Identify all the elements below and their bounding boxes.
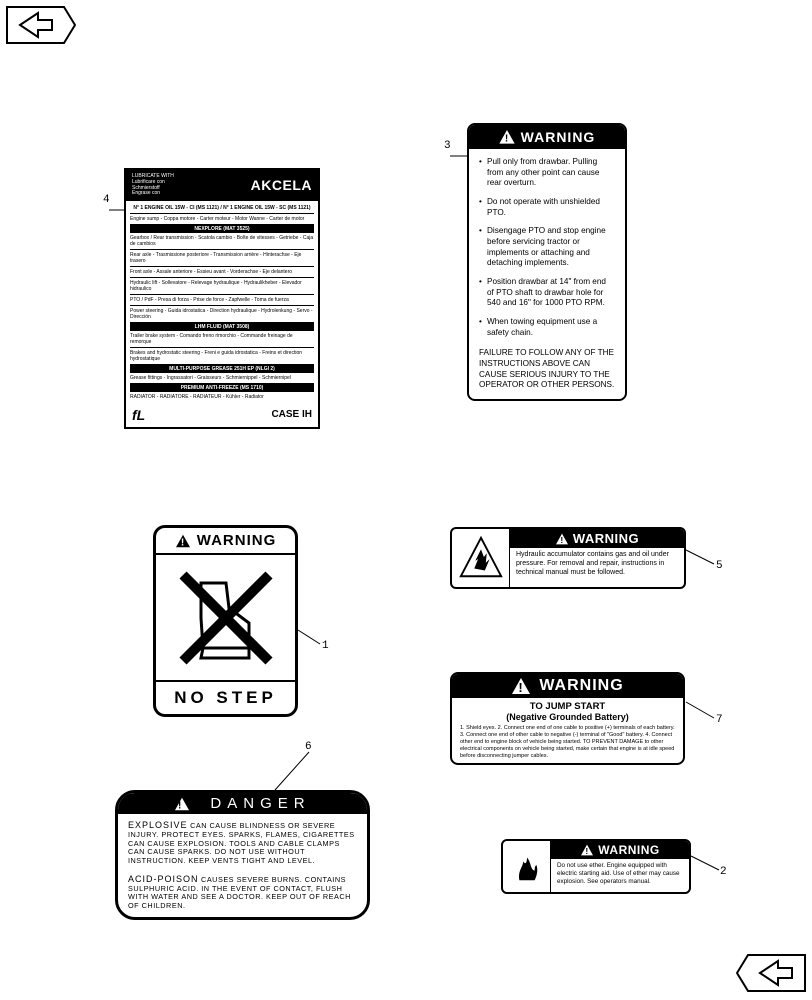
akcela-row: PTO / PdF - Presa di forza - Prise de fo…: [130, 295, 314, 306]
warning-drawbar-decal: ! WARNING Pull only from drawbar. Pullin…: [467, 123, 627, 401]
warning-jump-body: 1. Shield eyes. 2. Connect one end of on…: [452, 724, 683, 763]
akcela-sub-row: Engine sump - Coppa motore - Carter mote…: [130, 214, 314, 225]
callout-5: 5: [716, 560, 723, 572]
corner-tab-bottom-right: [736, 954, 806, 992]
akcela-row: Gearbox / Rear transmission - Scatola ca…: [130, 233, 314, 250]
akcela-logo-left: fL: [132, 407, 145, 424]
warning-ether-header-text: WARNING: [598, 843, 660, 857]
no-step-footer: NO STEP: [156, 680, 295, 714]
warning-drawbar-bullet: Pull only from drawbar. Pulling from any…: [479, 157, 615, 189]
warning-triangle-icon: !: [499, 130, 515, 144]
callout-6-line: [275, 752, 311, 797]
warning-drawbar-bullet: Do not operate with unshielded PTO.: [479, 197, 615, 218]
danger-decal: ! DANGER EXPLOSIVE CAN CAUSE BLINDNESS O…: [115, 790, 370, 920]
warning-ether-icon-box: [503, 841, 551, 892]
akcela-title-row: N° 1 ENGINE OIL 15W - CI (MS 1121) / N° …: [130, 203, 314, 214]
svg-text:!: !: [519, 680, 524, 695]
callout-2-line: [691, 856, 721, 879]
warning-ether-decal: ! WARNING Do not use ether. Engine equip…: [501, 839, 691, 894]
akcela-row: Trailer brake system - Comando freno rim…: [130, 331, 314, 348]
warning-hydraulic-body: Hydraulic accumulator contains gas and o…: [510, 548, 684, 580]
akcela-sec1-hdr: NEXPLORE (MAT 3525): [130, 225, 314, 233]
warning-triangle-icon: !: [580, 844, 594, 856]
danger-p1: EXPLOSIVE CAN CAUSE BLINDNESS OR SEVERE …: [128, 820, 357, 866]
svg-text:!: !: [560, 535, 563, 545]
warning-drawbar-header-text: WARNING: [521, 129, 596, 145]
no-step-graphic: [156, 555, 295, 680]
warning-drawbar-bullet: When towing equipment use a safety chain…: [479, 317, 615, 338]
callout-1-line: [298, 630, 324, 653]
akcela-row: Hydraulic lift - Sollevatore - Relevage …: [130, 278, 314, 295]
danger-header: ! DANGER: [118, 793, 367, 814]
callout-5-line: [686, 550, 716, 573]
warning-drawbar-bullet: Disengage PTO and stop engine before ser…: [479, 226, 615, 269]
akcela-row: RADIATOR - RADIATORE - RADIATEUR - Kühle…: [130, 392, 314, 402]
akcela-row: Power steering - Guida idrostatica - Dir…: [130, 306, 314, 323]
akcela-sec2-hdr: LHM FLUID (MAT 3508): [130, 323, 314, 331]
flame-icon: [508, 848, 546, 886]
callout-4-line: [109, 198, 125, 216]
corner-tab-top-left: [6, 6, 76, 44]
akcela-sec4-hdr: PREMIUM ANTI-FREEZE (MS 1710): [130, 384, 314, 392]
no-step-header-text: WARNING: [197, 532, 277, 549]
warning-triangle-icon: !: [174, 797, 190, 811]
svg-text:!: !: [178, 800, 186, 810]
warning-drawbar-list: Pull only from drawbar. Pulling from any…: [479, 157, 615, 338]
warning-triangle-icon: !: [175, 534, 191, 548]
danger-header-text: DANGER: [210, 795, 310, 812]
warning-triangle-icon: !: [555, 533, 569, 545]
akcela-header: LUBRICATE WITHLubrificare conSchmierstof…: [126, 170, 318, 201]
svg-text:!: !: [505, 134, 509, 144]
danger-p1-lead: EXPLOSIVE: [128, 820, 188, 830]
warning-jump-start-decal: ! WARNING TO JUMP START (Negative Ground…: [450, 672, 685, 765]
akcela-row: Grease fittings - Ingrassatori - Graisse…: [130, 373, 314, 384]
warning-jump-header: ! WARNING: [452, 674, 683, 698]
no-step-header: ! WARNING: [156, 528, 295, 555]
akcela-brand: AKCELA: [251, 177, 312, 194]
warning-drawbar-bullet: Position drawbar at 14" from end of PTO …: [479, 277, 615, 309]
warning-ether-body: Do not use ether. Engine equipped with e…: [551, 859, 689, 889]
svg-text:!: !: [181, 537, 185, 547]
warning-hydraulic-header-text: WARNING: [573, 531, 639, 546]
akcela-sec3-hdr: MULTI-PURPOSE GREASE 251H EP (NLGI 2): [130, 365, 314, 373]
akcela-logo-right: CASE IH: [271, 409, 312, 421]
no-step-decal: ! WARNING NO STEP: [153, 525, 298, 717]
warning-hydraulic-decal: ! WARNING Hydraulic accumulator contains…: [450, 527, 686, 589]
warning-jump-sub2: (Negative Grounded Battery): [452, 712, 683, 724]
svg-text:!: !: [586, 846, 589, 856]
accumulator-explosion-icon: [457, 534, 505, 582]
warning-hydraulic-icon-box: [452, 529, 510, 587]
warning-hydraulic-header: ! WARNING: [510, 529, 684, 548]
warning-ether-header: ! WARNING: [551, 841, 689, 859]
warning-triangle-icon: !: [511, 677, 531, 695]
akcela-header-left: LUBRICATE WITHLubrificare conSchmierstof…: [132, 174, 174, 197]
warning-drawbar-footer: FAILURE TO FOLLOW ANY OF THE INSTRUCTION…: [479, 346, 615, 391]
danger-p2-lead: ACID-POISON: [128, 874, 199, 884]
akcela-row: Brakes and hydrostatic steering - Freni …: [130, 348, 314, 365]
akcela-decal: LUBRICATE WITHLubrificare conSchmierstof…: [124, 168, 320, 429]
warning-drawbar-header: ! WARNING: [469, 125, 625, 149]
callout-3-line: [450, 144, 468, 162]
warning-jump-sub1: TO JUMP START: [452, 698, 683, 712]
warning-jump-header-text: WARNING: [539, 677, 623, 695]
danger-p2: ACID-POISON CAUSES SEVERE BURNS. CONTAIN…: [128, 874, 357, 911]
no-step-boot-cross-icon: [171, 563, 281, 673]
callout-7: 7: [716, 714, 723, 726]
callout-7-line: [686, 702, 716, 725]
akcela-row: Rear axle - Trasmissione posteriore - Tr…: [130, 250, 314, 267]
akcela-row: Front axle - Assale anteriore - Essieu a…: [130, 267, 314, 278]
